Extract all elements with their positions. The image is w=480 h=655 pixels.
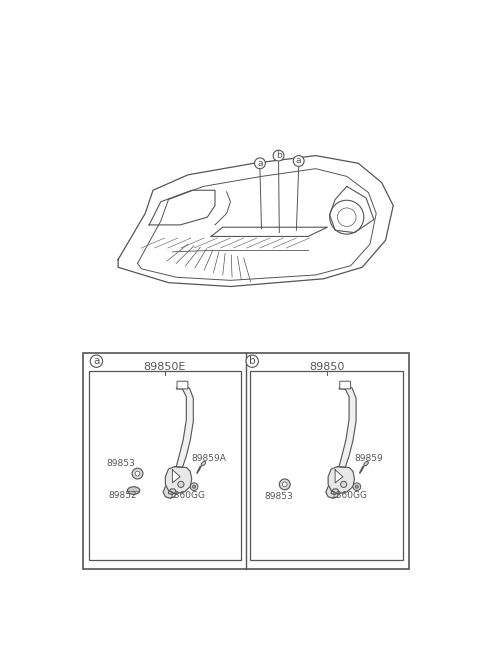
Circle shape [190, 483, 198, 491]
Text: a: a [296, 157, 301, 166]
Bar [83, 354, 409, 569]
Text: 89859A: 89859A [192, 454, 227, 462]
Circle shape [282, 482, 287, 487]
Text: 89850: 89850 [310, 362, 345, 372]
Text: a: a [93, 356, 100, 366]
Circle shape [192, 485, 196, 488]
Polygon shape [326, 487, 339, 498]
Circle shape [279, 479, 290, 490]
Text: 89859: 89859 [355, 454, 383, 462]
Circle shape [353, 483, 360, 491]
Circle shape [178, 481, 184, 487]
Circle shape [355, 485, 359, 488]
Circle shape [273, 150, 284, 161]
Polygon shape [335, 470, 343, 483]
Circle shape [293, 156, 304, 166]
Ellipse shape [201, 461, 205, 466]
Polygon shape [328, 466, 355, 494]
Circle shape [135, 472, 140, 476]
Circle shape [90, 355, 103, 367]
FancyBboxPatch shape [177, 381, 188, 389]
Circle shape [132, 468, 143, 479]
Polygon shape [172, 470, 180, 483]
Polygon shape [339, 386, 356, 468]
Text: b: b [249, 356, 255, 366]
Bar [250, 371, 403, 560]
Text: 89852: 89852 [108, 491, 137, 500]
Circle shape [340, 481, 347, 487]
Polygon shape [163, 487, 176, 498]
Ellipse shape [127, 487, 140, 495]
FancyBboxPatch shape [340, 381, 350, 389]
Text: 89853: 89853 [264, 492, 293, 501]
Ellipse shape [364, 461, 368, 466]
Polygon shape [166, 466, 192, 494]
Text: 89853: 89853 [107, 459, 135, 468]
Text: a: a [257, 159, 263, 168]
Text: 89850E: 89850E [144, 362, 186, 372]
Text: 1360GG: 1360GG [168, 491, 205, 500]
Circle shape [246, 355, 258, 367]
Bar [89, 371, 240, 560]
Polygon shape [176, 386, 193, 468]
Text: b: b [276, 151, 281, 160]
Circle shape [254, 158, 265, 169]
Text: 1360GG: 1360GG [331, 491, 368, 500]
